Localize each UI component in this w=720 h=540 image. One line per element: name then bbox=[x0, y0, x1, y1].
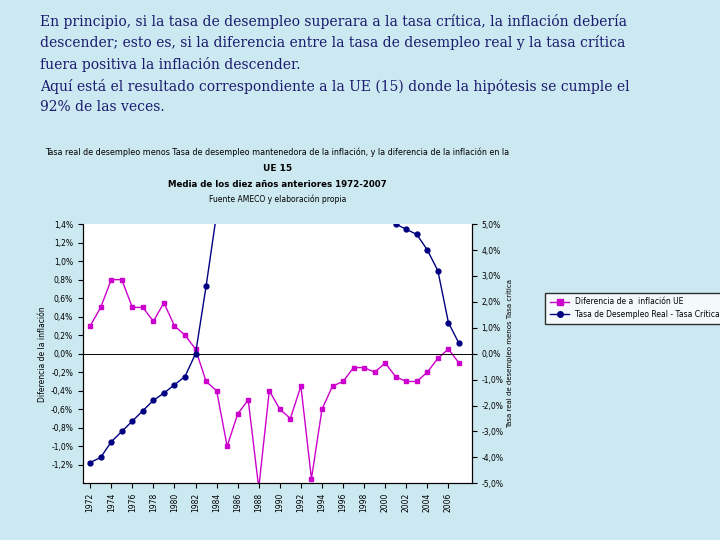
Y-axis label: Diferencia de la inflación: Diferencia de la inflación bbox=[38, 306, 47, 402]
Text: UE 15: UE 15 bbox=[263, 164, 292, 173]
Legend: Diferencia de a  inflación UE, Tasa de Desempleo Real - Tasa Crítica, UE: Diferencia de a inflación UE, Tasa de De… bbox=[546, 293, 720, 323]
Text: Media de los diez años anteriores 1972-2007: Media de los diez años anteriores 1972-2… bbox=[168, 180, 387, 189]
Text: En principio, si la tasa de desempleo superara a la tasa crítica, la inflación d: En principio, si la tasa de desempleo su… bbox=[40, 14, 629, 114]
Text: Tasa real de desempleo menos Tasa de desempleo mantenedora de la inflación, y la: Tasa real de desempleo menos Tasa de des… bbox=[45, 147, 509, 157]
Text: Fuente AMECO y elaboración propia: Fuente AMECO y elaboración propia bbox=[209, 194, 346, 204]
Y-axis label: Tasa real de desempleo menos Tasa crítica: Tasa real de desempleo menos Tasa crític… bbox=[506, 279, 513, 428]
